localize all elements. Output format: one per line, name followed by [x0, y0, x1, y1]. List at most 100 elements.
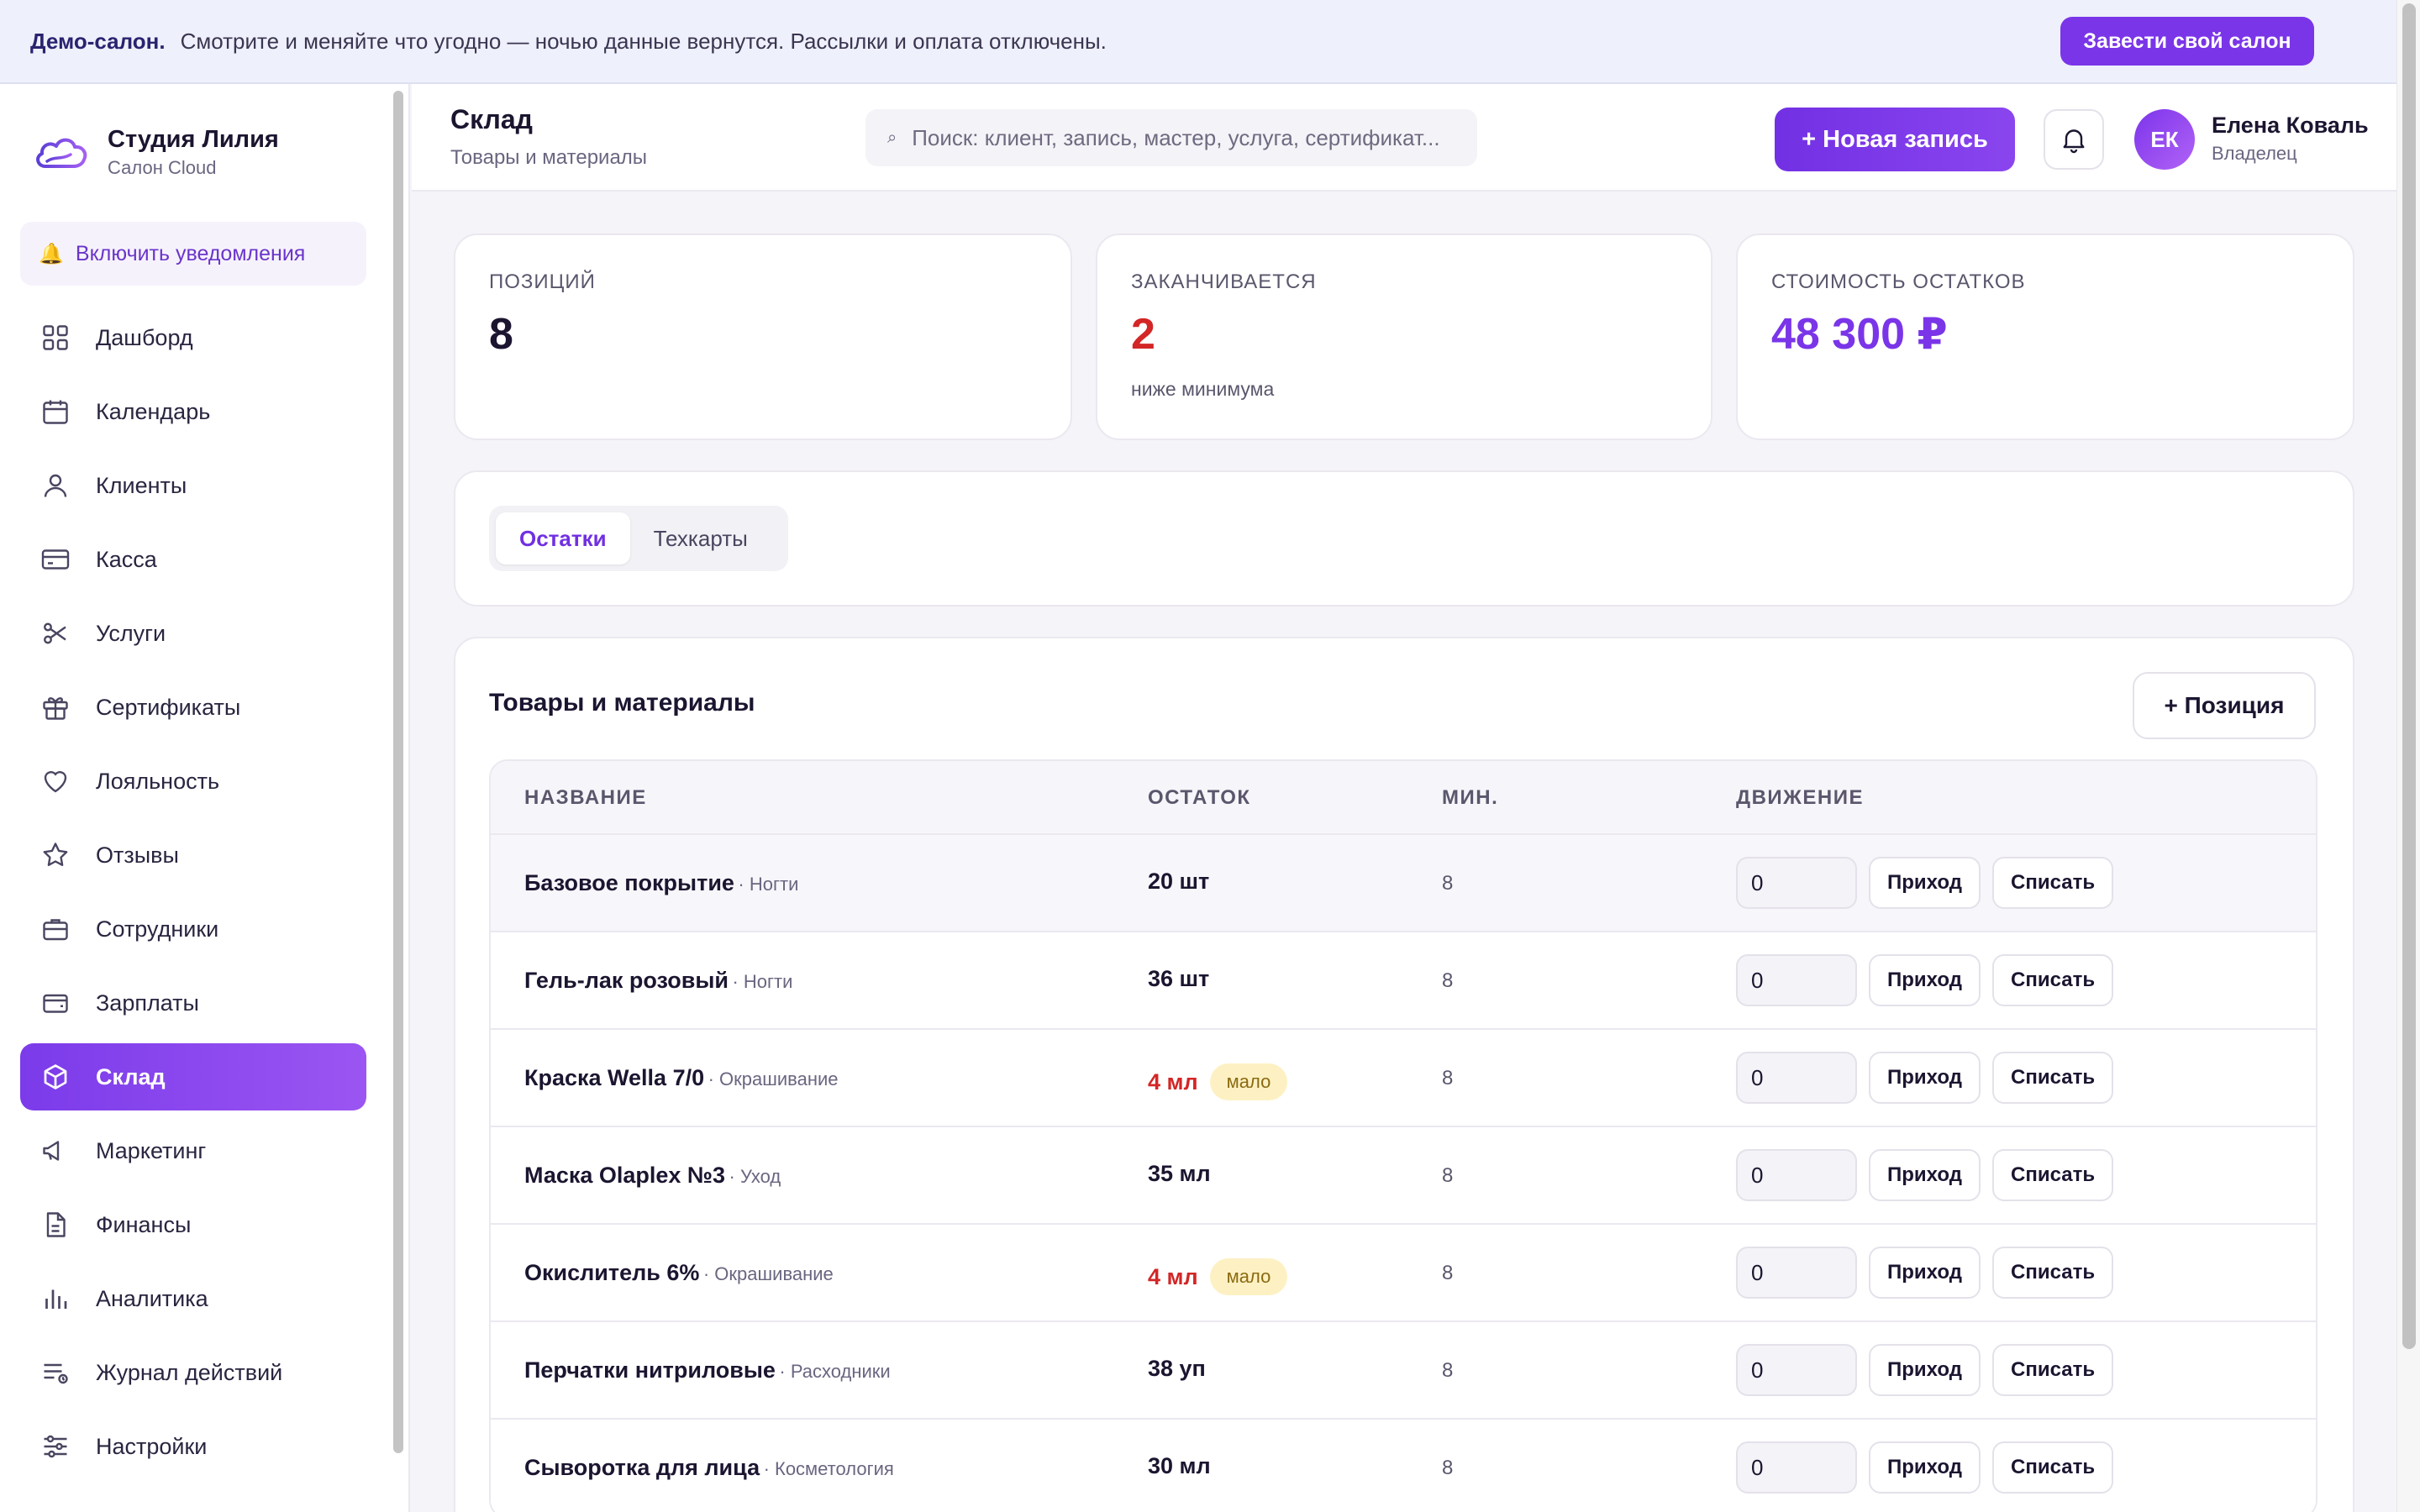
sidebar-item-clients[interactable]: Клиенты	[20, 452, 366, 519]
sidebar-item-warehouse[interactable]: Склад	[20, 1043, 366, 1110]
income-button[interactable]: Приход	[1869, 1344, 1981, 1396]
notifications-button[interactable]	[2044, 109, 2104, 170]
low-stock-badge: мало	[1209, 1258, 1288, 1295]
tab-tech-cards[interactable]: Техкарты	[653, 525, 748, 551]
stat-value: 2	[1131, 310, 1155, 359]
stat-label: СТОИМОСТЬ ОСТАТКОВ	[1771, 270, 2026, 293]
item-stock: 30 мл	[1148, 1453, 1211, 1478]
brand[interactable]: Студия Лилия Салон Cloud	[34, 126, 279, 179]
search-box[interactable]: ⌕	[865, 109, 1477, 166]
income-button[interactable]: Приход	[1869, 954, 1981, 1006]
write-off-button[interactable]: Списать	[1992, 1149, 2114, 1201]
new-appointment-button[interactable]: + Новая запись	[1775, 108, 2015, 171]
item-stock: 35 мл	[1148, 1161, 1211, 1186]
sidebar-item-analytics[interactable]: Аналитика	[20, 1265, 366, 1332]
write-off-button[interactable]: Списать	[1992, 954, 2114, 1006]
movement-quantity-input[interactable]	[1736, 1247, 1857, 1299]
income-button[interactable]: Приход	[1869, 1052, 1981, 1104]
log-icon	[44, 1363, 68, 1384]
movement-quantity-input[interactable]	[1736, 1441, 1857, 1494]
megaphone-icon	[43, 1141, 60, 1161]
sidebar-item-services[interactable]: Услуги	[20, 600, 366, 667]
sidebar-item-dashboard[interactable]: Дашборд	[20, 304, 366, 371]
sidebar-item-finance[interactable]: Финансы	[20, 1191, 366, 1258]
banner-strong: Демо-салон.	[30, 28, 166, 54]
item-category: · Косметология	[763, 1458, 894, 1479]
income-button[interactable]: Приход	[1869, 1247, 1981, 1299]
heart-icon	[44, 771, 67, 793]
sidebar-item-calendar[interactable]: Календарь	[20, 378, 366, 445]
page-scrollbar[interactable]	[2396, 0, 2420, 1512]
table-row: Краска Wella 7/0 · Окрашивание 4 мл мало …	[491, 1030, 2316, 1127]
sidebar-scrollbar[interactable]	[390, 87, 405, 1458]
wallet-icon	[43, 994, 68, 1013]
movement-quantity-input[interactable]	[1736, 1344, 1857, 1396]
write-off-button[interactable]: Списать	[1992, 1247, 2114, 1299]
item-category: · Расходники	[779, 1361, 891, 1382]
income-button[interactable]: Приход	[1869, 1441, 1981, 1494]
stat-card-running-out: ЗАКАНЧИВАЕТСЯ 2 ниже минимума	[1096, 234, 1712, 440]
item-stock: 4 мл	[1148, 1263, 1198, 1289]
item-category: · Ногти	[732, 971, 793, 992]
movement-quantity-input[interactable]	[1736, 1052, 1857, 1104]
item-min: 8	[1442, 872, 1454, 895]
cloud-logo-icon	[36, 138, 87, 168]
sidebar-item-cashdesk[interactable]: Касса	[20, 526, 366, 593]
brand-subtitle: Салон Cloud	[108, 157, 217, 178]
demo-banner: Демо-салон. Смотрите и меняйте что угодн…	[0, 0, 2420, 84]
sidebar-item-reviews[interactable]: Отзывы	[20, 822, 366, 889]
income-button[interactable]: Приход	[1869, 1149, 1981, 1201]
avatar[interactable]: ЕК	[2134, 109, 2195, 170]
enable-notifications-button[interactable]: 🔔 Включить уведомления	[20, 222, 366, 286]
sidebar-item-label: Сертификаты	[96, 694, 241, 720]
low-stock-badge: мало	[1209, 1063, 1288, 1100]
table-row: Перчатки нитриловые · Расходники 38 уп 8…	[491, 1322, 2316, 1420]
item-name: Перчатки нитриловые	[524, 1357, 776, 1383]
write-off-button[interactable]: Списать	[1992, 857, 2114, 909]
calendar-icon	[43, 400, 68, 424]
add-position-button[interactable]: + Позиция	[2133, 672, 2316, 739]
tab-stock[interactable]: Остатки	[496, 512, 630, 564]
create-salon-button[interactable]: Завести свой салон	[2060, 17, 2314, 66]
table-row: Гель-лак розовый · Ногти 36 шт 8 Приход …	[491, 932, 2316, 1030]
item-name: Окислитель 6%	[524, 1260, 700, 1285]
item-min: 8	[1442, 969, 1454, 992]
write-off-button[interactable]: Списать	[1992, 1052, 2114, 1104]
table-header: НАЗВАНИЕ ОСТАТОК МИН. ДВИЖЕНИЕ	[491, 761, 2316, 835]
card-icon	[41, 549, 70, 570]
top-bar: Склад Товары и материалы ⌕ + Новая запис…	[412, 84, 2396, 192]
movement-quantity-input[interactable]	[1736, 1149, 1857, 1201]
sidebar-item-loyalty[interactable]: Лояльность	[20, 748, 366, 815]
movement-quantity-input[interactable]	[1736, 954, 1857, 1006]
enable-notifications-label: Включить уведомления	[75, 241, 306, 265]
sidebar-item-certificates[interactable]: Сертификаты	[20, 674, 366, 741]
write-off-button[interactable]: Списать	[1992, 1441, 2114, 1494]
table-row: Маска Olaplex №3 · Уход 35 мл 8 Приход С…	[491, 1127, 2316, 1225]
movement-quantity-input[interactable]	[1736, 857, 1857, 909]
sliders-icon	[44, 1435, 67, 1458]
item-name: Краска Wella 7/0	[524, 1065, 705, 1090]
sidebar-item-staff[interactable]: Сотрудники	[20, 895, 366, 963]
sidebar-item-label: Дашборд	[96, 324, 193, 350]
item-min: 8	[1442, 1262, 1454, 1284]
stat-value: 8	[489, 310, 513, 359]
sidebar: Студия Лилия Салон Cloud 🔔 Включить увед…	[0, 84, 410, 1512]
item-name: Маска Olaplex №3	[524, 1163, 726, 1188]
sidebar-item-label: Услуги	[96, 620, 166, 646]
inventory-title: Товары и материалы	[489, 689, 755, 717]
sidebar-item-salaries[interactable]: Зарплаты	[20, 969, 366, 1037]
banner-text: Смотрите и меняйте что угодно — ночью да…	[180, 28, 1107, 54]
write-off-button[interactable]: Списать	[1992, 1344, 2114, 1396]
sidebar-item-activity-log[interactable]: Журнал действий	[20, 1339, 366, 1406]
column-header-stock: ОСТАТОК	[1148, 786, 1251, 809]
sidebar-item-settings[interactable]: Настройки	[20, 1413, 366, 1480]
brand-name: Студия Лилия	[108, 126, 279, 153]
income-button[interactable]: Приход	[1869, 857, 1981, 909]
tabs: Остатки Техкарты	[489, 506, 788, 571]
item-min: 8	[1442, 1359, 1454, 1382]
table-row: Базовое покрытие · Ногти 20 шт 8 Приход …	[491, 835, 2316, 932]
search-input[interactable]	[912, 124, 1450, 151]
star-icon	[43, 843, 68, 867]
tabs-card: Остатки Техкарты	[454, 470, 2354, 606]
sidebar-item-marketing[interactable]: Маркетинг	[20, 1117, 366, 1184]
